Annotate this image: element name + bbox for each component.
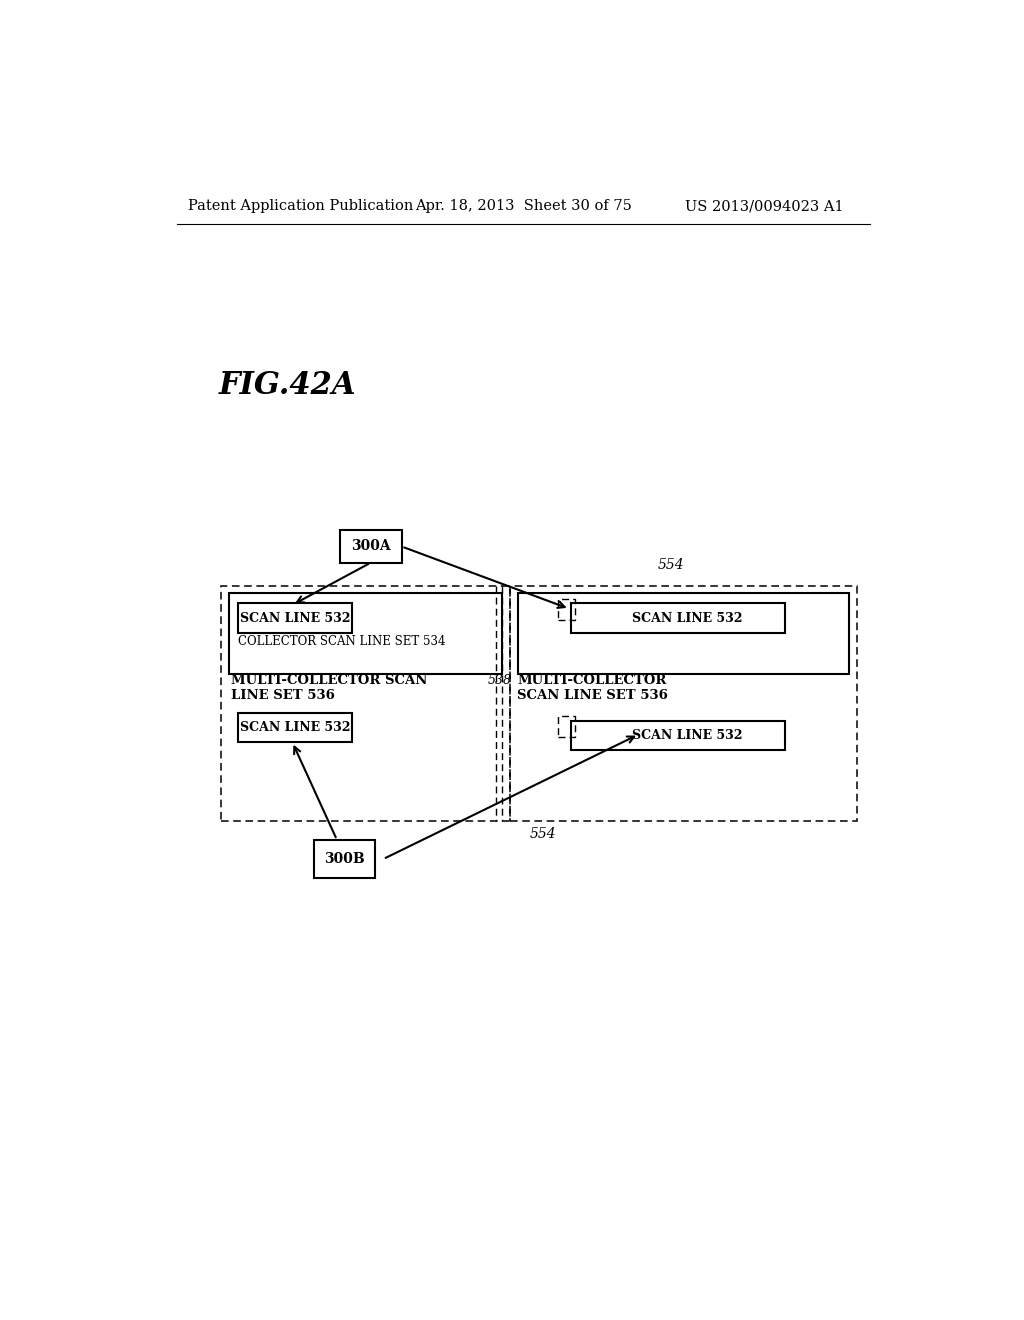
Bar bbox=[229, 594, 503, 675]
Bar bbox=[518, 594, 849, 675]
Text: COLLECTOR SCAN LINE SET 534: COLLECTOR SCAN LINE SET 534 bbox=[239, 635, 445, 648]
Bar bbox=[239, 603, 352, 632]
Text: MULTI-COLLECTOR: MULTI-COLLECTOR bbox=[518, 675, 668, 686]
Bar bbox=[239, 713, 352, 742]
Bar bbox=[510, 586, 857, 821]
Text: 554: 554 bbox=[658, 558, 685, 572]
Text: 300B: 300B bbox=[325, 853, 365, 866]
Text: LINE SET 536: LINE SET 536 bbox=[230, 689, 335, 702]
Text: MULTI-COLLECTOR SCAN: MULTI-COLLECTOR SCAN bbox=[230, 675, 427, 686]
Text: 538: 538 bbox=[488, 675, 512, 686]
Text: 300A: 300A bbox=[351, 540, 390, 553]
Text: Apr. 18, 2013  Sheet 30 of 75: Apr. 18, 2013 Sheet 30 of 75 bbox=[416, 199, 633, 213]
Text: Patent Application Publication: Patent Application Publication bbox=[188, 199, 414, 213]
Bar bbox=[571, 721, 785, 750]
Text: SCAN LINE 532: SCAN LINE 532 bbox=[632, 611, 742, 624]
Text: FIG.42A: FIG.42A bbox=[219, 370, 356, 401]
Text: SCAN LINE 532: SCAN LINE 532 bbox=[632, 729, 742, 742]
Bar bbox=[571, 603, 785, 632]
Bar bbox=[558, 599, 574, 620]
Text: SCAN LINE 532: SCAN LINE 532 bbox=[240, 611, 350, 624]
Bar bbox=[313, 840, 376, 878]
Text: 554: 554 bbox=[529, 826, 556, 841]
Bar bbox=[340, 531, 401, 562]
Bar bbox=[221, 586, 510, 821]
Bar bbox=[558, 715, 574, 738]
Text: SCAN LINE SET 536: SCAN LINE SET 536 bbox=[517, 689, 668, 702]
Text: US 2013/0094023 A1: US 2013/0094023 A1 bbox=[685, 199, 844, 213]
Text: SCAN LINE 532: SCAN LINE 532 bbox=[240, 721, 350, 734]
